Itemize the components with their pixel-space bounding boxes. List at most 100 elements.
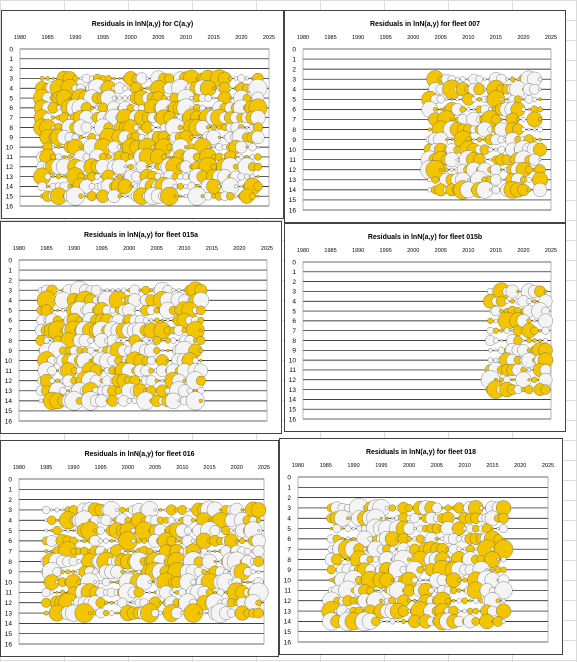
positive-residual-bubble xyxy=(255,599,262,606)
positive-residual-bubble xyxy=(477,97,482,102)
positive-residual-bubble xyxy=(533,142,547,157)
negative-residual-bubble xyxy=(90,126,94,129)
y-tick-label: 6 xyxy=(8,318,12,325)
positive-residual-bubble xyxy=(496,603,512,619)
positive-residual-bubble xyxy=(152,336,162,345)
positive-residual-bubble xyxy=(44,549,49,554)
negative-residual-bubble xyxy=(487,357,494,363)
negative-residual-bubble xyxy=(108,610,115,616)
positive-residual-bubble xyxy=(211,86,216,91)
negative-residual-bubble xyxy=(84,135,88,139)
x-tick-label: 2020 xyxy=(235,35,247,41)
positive-residual-bubble xyxy=(418,516,422,520)
y-tick-label: 7 xyxy=(292,117,296,124)
y-tick-label: 4 xyxy=(8,298,12,305)
negative-residual-bubble xyxy=(49,377,55,384)
negative-residual-bubble xyxy=(526,176,532,183)
positive-residual-bubble xyxy=(126,549,130,553)
negative-residual-bubble xyxy=(472,138,476,142)
residual-bubble-chart: Residuals in lnN(a,y) for C(a,y)1980 1985… xyxy=(6,21,275,210)
y-tick-label: 0 xyxy=(292,259,296,266)
negative-residual-bubble xyxy=(183,526,192,535)
y-tick-label: 14 xyxy=(289,397,297,404)
positive-residual-bubble xyxy=(51,77,55,80)
positive-residual-bubble xyxy=(516,289,520,294)
negative-residual-bubble xyxy=(100,288,104,292)
y-tick-label: 3 xyxy=(287,505,291,512)
x-tick-label: 1980 xyxy=(297,35,309,41)
chart-panel-fleet-018: Residuals in lnN(a,y) for fleet 018 1980 1… xyxy=(279,438,563,655)
positive-residual-bubble xyxy=(164,73,175,84)
negative-residual-bubble xyxy=(372,556,379,563)
x-tick-label: 1980 xyxy=(297,248,309,254)
positive-residual-bubble xyxy=(160,318,164,323)
x-tick-label: 2010 xyxy=(178,246,190,252)
negative-residual-bubble xyxy=(123,194,127,198)
negative-residual-bubble xyxy=(203,191,213,201)
y-tick-label: 10 xyxy=(5,358,13,365)
x-tick-label: 1980 xyxy=(13,246,25,252)
negative-residual-bubble xyxy=(238,154,244,160)
positive-residual-bubble xyxy=(514,95,522,104)
x-tick-label: 2015 xyxy=(490,35,502,41)
positive-residual-bubble xyxy=(199,328,203,333)
chart-title: Residuals in lnN(a,y) for fleet 015b xyxy=(368,234,482,241)
y-tick-label: 5 xyxy=(8,308,12,315)
negative-residual-bubble xyxy=(146,356,156,365)
y-tick-label: 12 xyxy=(289,377,297,384)
negative-residual-bubble xyxy=(217,184,221,189)
negative-residual-bubble xyxy=(505,77,509,81)
y-tick-label: 7 xyxy=(9,115,13,122)
x-tick-label: 1985 xyxy=(324,248,336,254)
y-tick-label: 14 xyxy=(289,187,297,194)
positive-residual-bubble xyxy=(165,143,173,151)
positive-residual-bubble xyxy=(510,378,514,382)
positive-residual-bubble xyxy=(254,153,262,161)
negative-residual-bubble xyxy=(521,107,526,112)
positive-residual-bubble xyxy=(228,96,232,100)
negative-residual-bubble xyxy=(133,124,140,131)
residual-bubble-chart: Residuals in lnN(a,y) for fleet 015a 1980… xyxy=(5,232,273,425)
x-tick-label: 1985 xyxy=(40,465,52,471)
negative-residual-bubble xyxy=(126,570,130,574)
positive-residual-bubble xyxy=(427,127,432,132)
negative-residual-bubble xyxy=(390,516,394,520)
negative-residual-bubble xyxy=(59,387,67,395)
x-tick-label: 2020 xyxy=(517,248,529,254)
negative-residual-bubble xyxy=(204,94,212,102)
negative-residual-bubble xyxy=(191,538,196,544)
chart-title: Residuals in lnN(a,y) for fleet 015a xyxy=(84,232,198,239)
positive-residual-bubble xyxy=(47,515,57,525)
negative-residual-bubble xyxy=(66,528,70,533)
x-tick-label: 2020 xyxy=(233,246,245,252)
negative-residual-bubble xyxy=(37,181,47,192)
positive-residual-bubble xyxy=(366,555,374,564)
chart-panel-fleet-016: Residuals in lnN(a,y) for fleet 016 1980 1… xyxy=(0,440,279,657)
positive-residual-bubble xyxy=(415,534,425,544)
positive-residual-bubble xyxy=(153,317,160,324)
positive-residual-bubble xyxy=(51,115,56,120)
x-tick-label: 2010 xyxy=(462,35,474,41)
negative-residual-bubble xyxy=(384,505,390,511)
negative-residual-bubble xyxy=(47,366,57,376)
x-tick-label: 2000 xyxy=(407,35,419,41)
negative-residual-bubble xyxy=(379,619,383,624)
y-tick-label: 0 xyxy=(8,257,12,264)
negative-residual-bubble xyxy=(98,580,103,585)
y-tick-label: 7 xyxy=(8,328,12,335)
negative-residual-bubble xyxy=(65,186,85,206)
positive-residual-bubble xyxy=(139,86,144,91)
negative-residual-bubble xyxy=(532,127,537,132)
negative-residual-bubble xyxy=(209,525,221,536)
negative-residual-bubble xyxy=(110,518,113,522)
y-tick-label: 11 xyxy=(289,157,296,164)
negative-residual-bubble xyxy=(101,577,111,587)
positive-residual-bubble xyxy=(456,588,462,593)
y-tick-label: 1 xyxy=(8,267,12,274)
negative-residual-bubble xyxy=(153,549,157,553)
negative-residual-bubble xyxy=(176,288,181,293)
x-tick-label: 1990 xyxy=(352,35,364,41)
y-tick-label: 8 xyxy=(292,338,296,345)
negative-residual-bubble xyxy=(533,319,536,323)
negative-residual-bubble xyxy=(185,507,190,513)
